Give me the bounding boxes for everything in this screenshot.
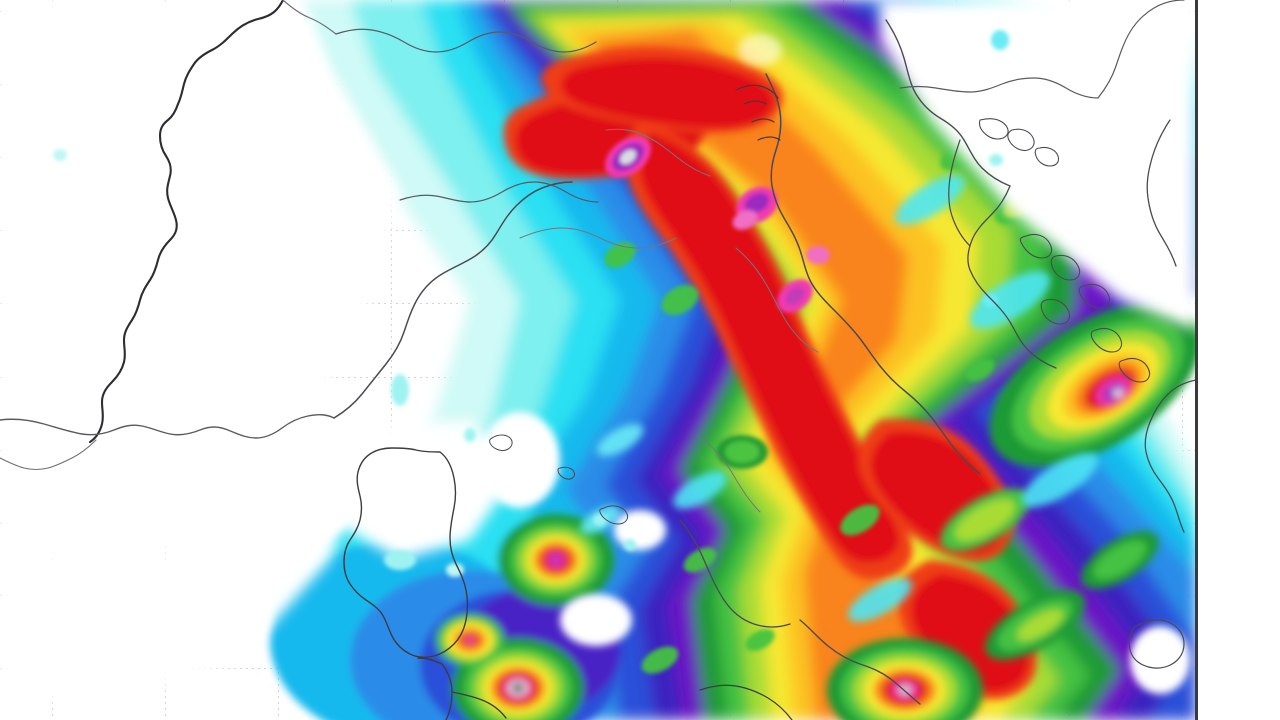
precipitation-map-panel[interactable] — [0, 0, 1196, 720]
right-white-margin — [1198, 0, 1280, 720]
precipitation-field — [0, 0, 1196, 720]
map-frame-right-border — [1195, 0, 1198, 720]
